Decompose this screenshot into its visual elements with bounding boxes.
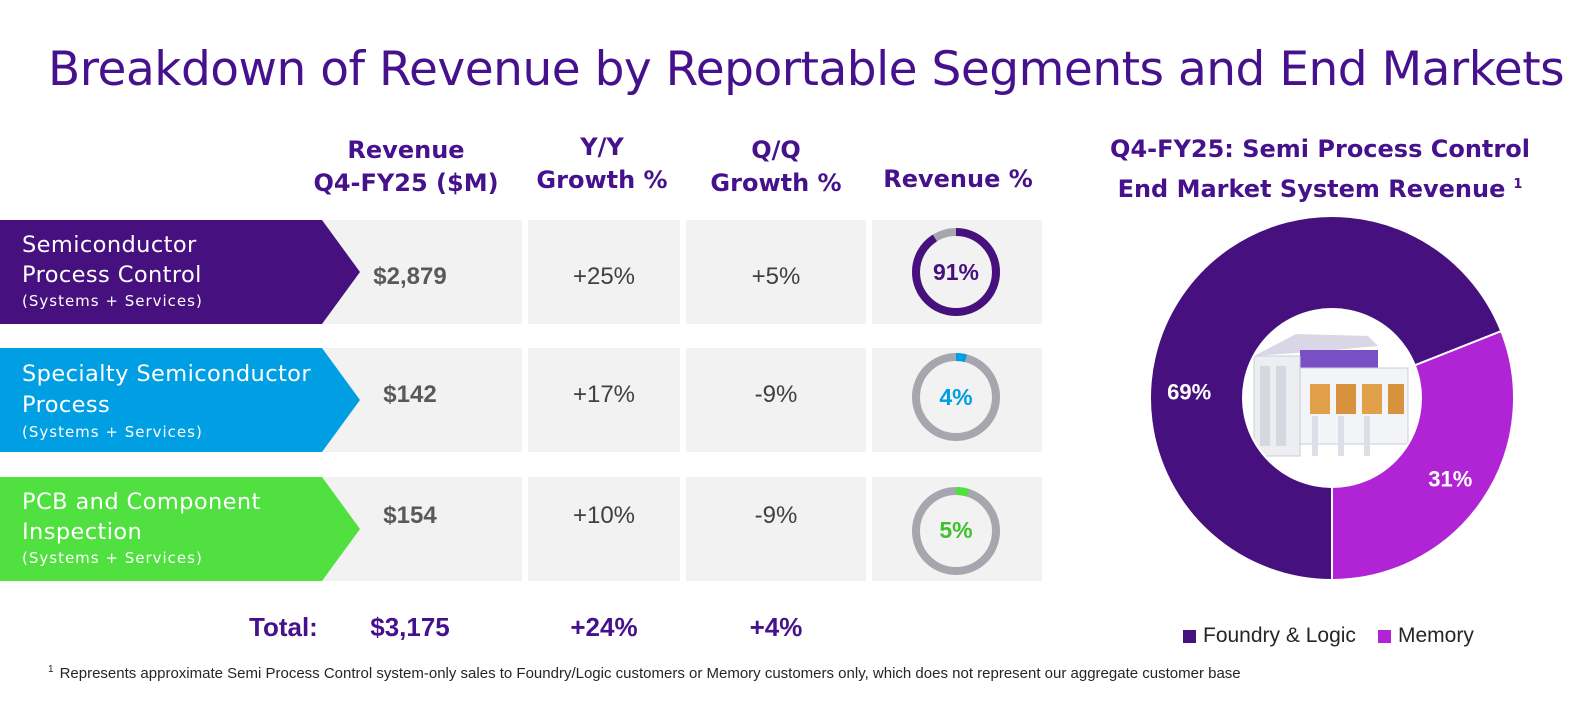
legend-item-memory: Memory [1378, 624, 1474, 648]
share-donut-arc [912, 353, 1000, 441]
legend-item-foundry-logic: Foundry & Logic [1183, 624, 1356, 648]
table-row-pcb-component-inspection: PCB and Component Inspection (Systems + … [0, 477, 1044, 581]
legend-label: Foundry & Logic [1203, 624, 1356, 647]
footnote-marker: 1 [48, 664, 54, 675]
total-yy-growth: +24% [570, 612, 638, 642]
yy-growth-value: +25% [572, 263, 636, 290]
segment-name-line1: PCB and Component [22, 489, 261, 515]
header-yy-line1: Y/Y [580, 133, 624, 161]
chart-title-line1: Q4-FY25: Semi Process Control [1110, 135, 1530, 163]
revenue-value: $154 [383, 502, 437, 529]
legend-label: Memory [1398, 624, 1474, 647]
footnote-text: Represents approximate Semi Process Cont… [59, 665, 1241, 682]
chart-title: Q4-FY25: Semi Process Control End Market… [1090, 132, 1550, 207]
chart-title-line2: End Market System Revenue 1 [1090, 167, 1550, 207]
header-yy-growth: Y/Y Growth % [520, 131, 684, 197]
header-qq-growth: Q/Q Growth % [694, 134, 858, 200]
cell-yy-bg [528, 348, 680, 452]
segment-subtitle: (Systems + Services) [22, 549, 203, 567]
qq-growth-value: +5% [751, 263, 801, 290]
share-donut [912, 353, 1000, 441]
segment-subtitle: (Systems + Services) [22, 423, 203, 441]
segment-subtitle: (Systems + Services) [22, 292, 203, 310]
cell-yy-bg [528, 477, 680, 581]
segment-name-line2: Inspection [22, 519, 143, 545]
cell-qq-bg [686, 477, 866, 581]
legend-swatch [1183, 629, 1196, 643]
legend-swatch [1378, 629, 1391, 643]
header-revenue-share: Revenue % [883, 165, 1033, 193]
segment-name-line2: Process [22, 392, 111, 418]
header-qq-line2: Growth % [710, 169, 842, 197]
cell-yy-bg [528, 220, 680, 324]
header-yy-line2: Growth % [536, 166, 668, 194]
yy-growth-value: +10% [572, 502, 636, 529]
header-revenue: Revenue Q4-FY25 ($M) [296, 134, 516, 200]
header-revenue-line2: Q4-FY25 ($M) [313, 169, 499, 197]
share-donut-arc [912, 487, 1000, 575]
total-revenue: $3,175 [370, 612, 450, 642]
segment-arrow [0, 348, 360, 452]
page-title: Breakdown of Revenue by Reportable Segme… [48, 42, 1565, 97]
segment-arrow [0, 477, 360, 581]
segment-name-line2: Process Control [22, 262, 202, 288]
semiconductor-tool-image [1253, 334, 1409, 457]
share-donut [912, 487, 1000, 575]
yy-growth-value: +17% [572, 381, 636, 408]
header-revenue-line1: Revenue [347, 136, 465, 164]
header-qq-line1: Q/Q [751, 136, 801, 164]
qq-growth-value: -9% [754, 502, 798, 529]
end-market-donut-chart: 31% 69% [1149, 215, 1515, 582]
chart-title-footnote-marker: 1 [1513, 177, 1523, 192]
share-donut [912, 228, 1000, 316]
qq-growth-value: -9% [754, 381, 798, 408]
total-label: Total: [249, 612, 318, 642]
share-label: 91% [932, 259, 980, 285]
table-row-semiconductor-process-control: Semiconductor Process Control (Systems +… [0, 220, 1044, 324]
cell-share-bg [872, 220, 1042, 324]
cell-qq-bg [686, 220, 866, 324]
chart-title-line2-text: End Market System Revenue [1117, 175, 1506, 203]
donut-label-foundry-logic: 69% [1167, 379, 1211, 404]
segment-name-line1: Specialty Semiconductor [22, 361, 311, 387]
segment-arrow [0, 220, 360, 324]
share-label: 4% [939, 384, 973, 410]
footnote: 1 Represents approximate Semi Process Con… [48, 664, 1241, 682]
revenue-value: $142 [383, 381, 437, 408]
share-donut-arc [912, 228, 1000, 316]
table-row-specialty-semiconductor-process: Specialty Semiconductor Process (Systems… [0, 348, 1044, 452]
share-label: 5% [939, 517, 973, 543]
segment-name-line1: Semiconductor [22, 232, 197, 258]
revenue-value: $2,879 [373, 263, 447, 290]
cell-qq-bg [686, 348, 866, 452]
donut-label-memory: 31% [1428, 466, 1472, 491]
total-qq-growth: +4% [749, 612, 803, 642]
